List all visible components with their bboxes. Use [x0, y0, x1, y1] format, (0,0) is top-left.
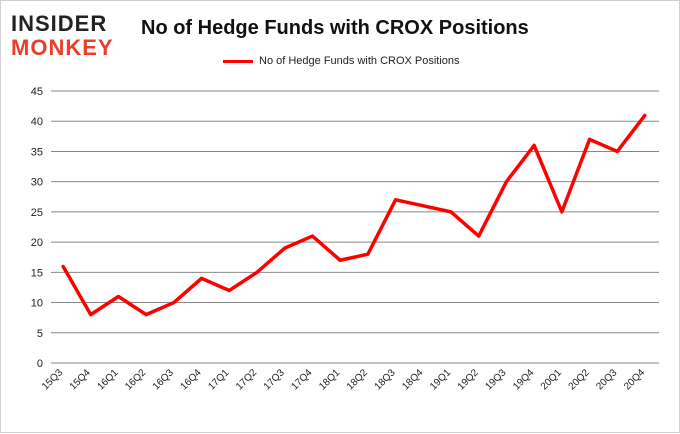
x-tick-label: 16Q4 [179, 367, 204, 392]
x-tick-label: 15Q3 [40, 367, 65, 392]
data-point [227, 288, 231, 292]
data-point [89, 313, 93, 317]
legend: No of Hedge Funds with CROX Positions [223, 55, 460, 67]
insider-monkey-logo: INSIDER MONKEY [9, 9, 129, 60]
data-point [172, 301, 176, 305]
x-tick-label: 20Q4 [622, 367, 647, 392]
data-point [588, 137, 592, 141]
x-tick-label: 20Q2 [567, 367, 592, 392]
x-tick-label: 18Q4 [400, 367, 425, 392]
x-tick-label: 19Q2 [456, 367, 481, 392]
y-tick-label: 45 [31, 86, 43, 98]
series-line [61, 114, 647, 317]
x-tick-label: 17Q1 [206, 367, 231, 392]
x-tick-label: 18Q1 [317, 367, 342, 392]
data-point [144, 313, 148, 317]
y-tick-label: 30 [31, 177, 43, 189]
data-point [449, 210, 453, 214]
x-tick-label: 20Q1 [539, 367, 564, 392]
data-point [615, 149, 619, 153]
data-point [477, 234, 481, 238]
y-tick-label: 15 [31, 267, 43, 279]
data-point [421, 204, 425, 208]
x-tick-label: 17Q4 [289, 367, 314, 392]
x-tick-label: 18Q2 [345, 367, 370, 392]
x-tick-label: 17Q2 [234, 367, 259, 392]
y-tick-label: 10 [31, 298, 43, 310]
y-tick-label: 5 [37, 328, 43, 340]
x-tick-label: 20Q3 [594, 367, 619, 392]
y-tick-label: 40 [31, 116, 43, 128]
data-point [200, 276, 204, 280]
y-tick-label: 20 [31, 237, 43, 249]
x-tick-label: 16Q2 [123, 367, 148, 392]
y-tick-label: 35 [31, 146, 43, 158]
logo-line1: INSIDER [11, 11, 108, 36]
data-point [532, 143, 536, 147]
x-tick-label: 18Q3 [373, 367, 398, 392]
y-tick-label: 25 [31, 207, 43, 219]
data-point [255, 270, 259, 274]
data-point [394, 198, 398, 202]
x-tick-label: 19Q3 [483, 367, 508, 392]
data-point [310, 234, 314, 238]
y-tick-label: 0 [37, 358, 43, 370]
x-tick-label: 19Q1 [428, 367, 453, 392]
data-point [643, 113, 647, 117]
data-point [560, 210, 564, 214]
legend-swatch [223, 59, 253, 63]
data-point [283, 246, 287, 250]
x-tick-label: 19Q4 [511, 367, 536, 392]
data-point [366, 252, 370, 256]
x-tick-label: 16Q3 [151, 367, 176, 392]
logo-line2: MONKEY [11, 35, 114, 60]
data-point [338, 258, 342, 262]
data-point [116, 295, 120, 299]
x-tick-label: 15Q4 [68, 367, 93, 392]
chart-title: No of Hedge Funds with CROX Positions [141, 17, 529, 39]
data-point [504, 180, 508, 184]
x-tick-label: 16Q1 [95, 367, 120, 392]
data-point [61, 264, 65, 268]
legend-label: No of Hedge Funds with CROX Positions [259, 55, 460, 67]
x-tick-label: 17Q3 [262, 367, 287, 392]
